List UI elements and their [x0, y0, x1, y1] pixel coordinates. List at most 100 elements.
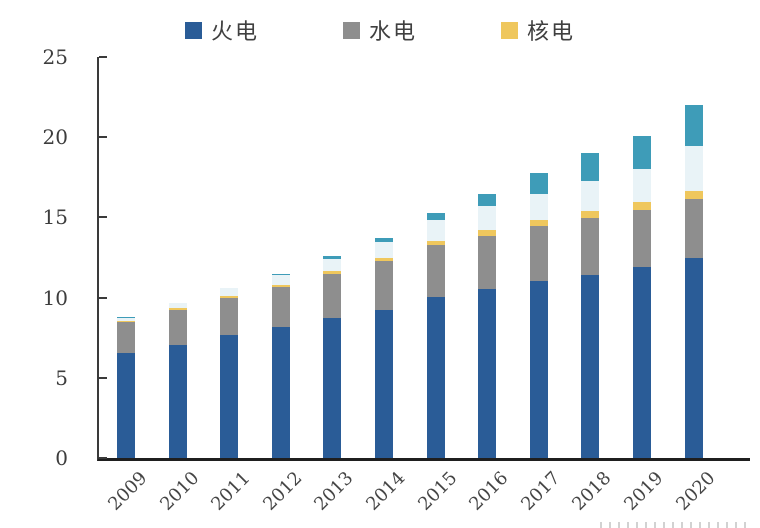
bar-segment-unlabeled_teal_series-2012 — [271, 274, 290, 275]
bar-2015 — [426, 213, 445, 458]
bar-segment-水电-2014 — [375, 261, 393, 310]
bar-segment-水电-2013 — [323, 273, 342, 319]
bar-segment-unlabeled_teal_series-2009 — [117, 317, 135, 318]
bar-segment-火电-2017 — [529, 280, 548, 458]
bar-2013 — [323, 256, 342, 458]
bar-segment-水电-2011 — [220, 297, 239, 336]
y-axis-label: 20 — [42, 125, 68, 150]
bar-segment-unlabeled_light_blue_series-2012 — [271, 274, 290, 285]
legend-swatch-nuclear-icon — [501, 21, 518, 39]
bar-segment-水电-2017 — [529, 225, 548, 281]
x-axis-label-2019: 2019 — [620, 467, 668, 515]
x-axis-label-2010: 2010 — [155, 467, 204, 515]
bar-segment-unlabeled_teal_series-2015 — [426, 213, 445, 220]
bar-segment-核电-2016 — [478, 230, 497, 236]
y-axis-tick — [99, 457, 107, 459]
bar-segment-unlabeled_teal_series-2014 — [375, 237, 393, 243]
y-axis-tick — [99, 136, 107, 139]
bar-segment-火电-2009 — [117, 353, 135, 458]
legend-swatch-hydro-icon — [342, 21, 360, 39]
y-axis-label: 15 — [42, 205, 68, 230]
bar-segment-水电-2012 — [271, 286, 290, 327]
bar-segment-水电-2020 — [684, 198, 703, 259]
bar-segment-unlabeled_light_blue_series-2013 — [323, 258, 342, 272]
bar-segment-核电-2009 — [117, 320, 135, 322]
bar-2011 — [220, 287, 239, 458]
bar-segment-核电-2017 — [529, 220, 548, 226]
x-axis-label-2018: 2018 — [568, 467, 616, 515]
bar-segment-unlabeled_light_blue_series-2019 — [633, 168, 651, 203]
bar-2018 — [581, 153, 600, 458]
bar-segment-水电-2016 — [478, 235, 497, 289]
y-axis-label: 10 — [42, 285, 68, 310]
bar-segment-火电-2018 — [581, 274, 600, 458]
y-axis-tick — [99, 216, 107, 219]
legend-label-nuclear: 核电 — [527, 20, 576, 45]
bar-segment-unlabeled_light_blue_series-2009 — [117, 317, 135, 321]
legend-swatch-thermal-icon — [184, 21, 202, 39]
bar-segment-核电-2020 — [684, 190, 703, 199]
legend-item-hydro: 水电 — [342, 14, 417, 46]
bar-segment-水电-2018 — [581, 217, 600, 275]
y-axis-label: 5 — [55, 365, 68, 390]
bar-segment-火电-2015 — [426, 296, 445, 458]
x-axis-label-2011: 2011 — [207, 467, 255, 515]
bar-segment-unlabeled_teal_series-2013 — [323, 256, 342, 259]
x-axis-label-2015: 2015 — [413, 467, 462, 515]
bar-segment-unlabeled_light_blue_series-2010 — [168, 303, 187, 309]
legend-label-thermal: 火电 — [210, 20, 259, 45]
x-axis-label-2014: 2014 — [362, 467, 410, 515]
bar-segment-unlabeled_light_blue_series-2020 — [684, 145, 703, 191]
bar-2009 — [117, 317, 135, 458]
bar-segment-火电-2014 — [375, 309, 393, 458]
bar-2016 — [478, 193, 497, 458]
bar-segment-unlabeled_light_blue_series-2011 — [220, 288, 239, 296]
bar-segment-核电-2010 — [168, 308, 187, 310]
bar-segment-火电-2020 — [684, 258, 703, 458]
bar-segment-火电-2010 — [168, 344, 187, 458]
legend-item-nuclear: 核电 — [501, 14, 575, 46]
bar-segment-unlabeled_teal_series-2011 — [220, 287, 239, 289]
legend-item-thermal: 火电 — [184, 14, 259, 46]
bar-segment-unlabeled_teal_series-2010 — [168, 302, 187, 304]
x-axis-label-2012: 2012 — [258, 467, 307, 515]
bar-segment-核电-2013 — [323, 271, 342, 274]
y-axis-tick — [99, 376, 107, 379]
bar-segment-unlabeled_light_blue_series-2018 — [581, 181, 600, 211]
bar-segment-核电-2019 — [633, 202, 651, 211]
bar-2014 — [375, 237, 393, 458]
bar-segment-unlabeled_light_blue_series-2016 — [478, 206, 497, 231]
y-axis-label: 0 — [55, 446, 68, 470]
bar-segment-unlabeled_light_blue_series-2017 — [529, 193, 548, 221]
bar-segment-unlabeled_light_blue_series-2014 — [375, 242, 393, 258]
bar-segment-核电-2018 — [581, 210, 600, 218]
bar-segment-火电-2016 — [478, 288, 497, 458]
plot-area — [97, 56, 750, 461]
x-axis-label-2009: 2009 — [104, 467, 152, 515]
y-axis-tick — [99, 56, 107, 58]
y-axis-label: 25 — [42, 45, 68, 69]
bar-segment-核电-2012 — [271, 284, 290, 287]
bar-segment-水电-2009 — [117, 321, 135, 354]
bar-segment-核电-2014 — [375, 257, 393, 262]
bar-segment-火电-2013 — [323, 318, 342, 458]
x-axis-label-2016: 2016 — [465, 467, 513, 515]
bar-2020 — [684, 105, 703, 458]
chart-legend: 火电 水电 核电 — [0, 14, 760, 46]
bar-2010 — [168, 302, 187, 458]
bar-segment-unlabeled_teal_series-2018 — [581, 153, 600, 182]
bar-segment-火电-2011 — [220, 335, 239, 458]
bar-segment-unlabeled_teal_series-2019 — [633, 135, 651, 169]
legend-label-hydro: 水电 — [368, 20, 417, 45]
cropped-text-fragment — [600, 522, 750, 528]
bar-segment-火电-2019 — [633, 267, 651, 458]
bar-segment-核电-2015 — [426, 241, 445, 246]
bar-segment-火电-2012 — [271, 326, 290, 458]
x-axis-label-2017: 2017 — [516, 467, 565, 515]
x-axis-label-2013: 2013 — [310, 467, 358, 515]
y-axis-tick — [99, 296, 107, 299]
bar-2012 — [271, 274, 290, 458]
bar-2017 — [529, 173, 548, 458]
x-axis-label-2020: 2020 — [671, 467, 720, 515]
